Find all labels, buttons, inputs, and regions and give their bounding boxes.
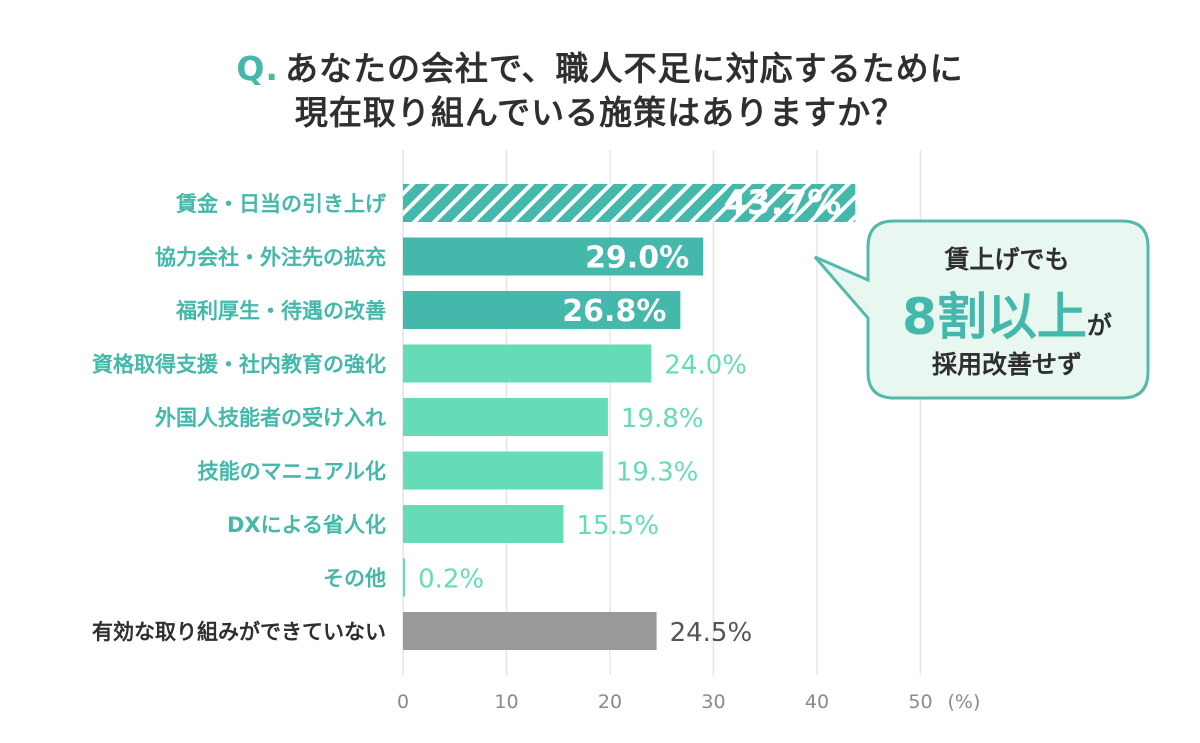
- bar-9: [403, 612, 657, 650]
- category-labels: 賃金・日当の引き上げ協力会社・外注先の拡充福利厚生・待遇の改善資格取得支援・社内…: [92, 192, 387, 644]
- value-label-5: 19.8%: [621, 404, 704, 434]
- category-label-6: 技能のマニュアル化: [198, 460, 386, 484]
- value-label-1: 43.7%: [723, 183, 841, 223]
- value-label-2: 29.0%: [585, 241, 689, 276]
- bar-3: [403, 291, 681, 329]
- bar-4: [403, 344, 652, 383]
- category-label-7: DXによる省人化: [227, 513, 386, 537]
- title-line-1: Q. あなたの会社で、職人不足に対応するために: [0, 42, 1200, 90]
- callout-suffix: が: [1086, 311, 1112, 340]
- callout-line-3: 採用改善せず: [931, 350, 1082, 379]
- value-label-4: 24.0%: [664, 351, 747, 381]
- title-q-mark: Q.: [236, 49, 279, 88]
- bar-1: [403, 184, 856, 222]
- bar-7: [403, 505, 564, 543]
- value-label-9: 24.5%: [670, 618, 753, 648]
- callout-line-1: 賃上げでも: [944, 245, 1070, 274]
- category-label-2: 協力会社・外注先の拡充: [155, 246, 386, 270]
- callout-line-2: 8割以上が: [866, 277, 1148, 349]
- x-tick-label-10: 10: [494, 691, 518, 713]
- x-tick-label-50: 50: [908, 691, 932, 713]
- category-label-8: その他: [323, 567, 386, 591]
- value-label-6: 19.3%: [616, 458, 699, 488]
- x-axis-ticks: 0 10 20 30 40 50 (%): [397, 691, 980, 713]
- category-label-1: 賃金・日当の引き上げ: [175, 192, 387, 216]
- category-label-9: 有効な取り組みができていない: [92, 620, 386, 644]
- callout-highlight: 8割以上: [902, 288, 1087, 346]
- category-label-5: 外国人技能者の受け入れ: [155, 406, 386, 430]
- x-tick-label-40: 40: [805, 691, 829, 713]
- title-line-2: 現在取り組んでいる施策はありますか？: [0, 86, 1200, 134]
- category-label-3: 福利厚生・待遇の改善: [175, 299, 386, 323]
- bar-8: [403, 558, 406, 597]
- bar-6: [403, 451, 603, 490]
- bars: [403, 184, 856, 650]
- bar-2: [403, 237, 704, 276]
- x-tick-label-0: 0: [397, 691, 409, 713]
- title-text-2: 現在取り組んでいる施策はありますか？: [294, 93, 906, 132]
- value-label-8: 0.2%: [418, 565, 484, 595]
- x-tick-label-30: 30: [701, 691, 725, 713]
- callout-shape: [813, 219, 1150, 400]
- x-axis-unit: (%): [948, 691, 981, 713]
- value-label-7: 15.5%: [576, 511, 659, 541]
- value-label-3: 26.8%: [562, 294, 666, 329]
- bar-5: [403, 398, 608, 436]
- value-labels: 43.7% 29.0% 26.8% 24.0% 19.8% 19.3% 15.5% 0.2% 2…: [418, 183, 841, 648]
- category-label-4: 資格取得支援・社内教育の強化: [92, 353, 386, 377]
- x-tick-label-20: 20: [598, 691, 622, 713]
- title-text-1: あなたの会社で、職人不足に対応するために: [284, 49, 964, 88]
